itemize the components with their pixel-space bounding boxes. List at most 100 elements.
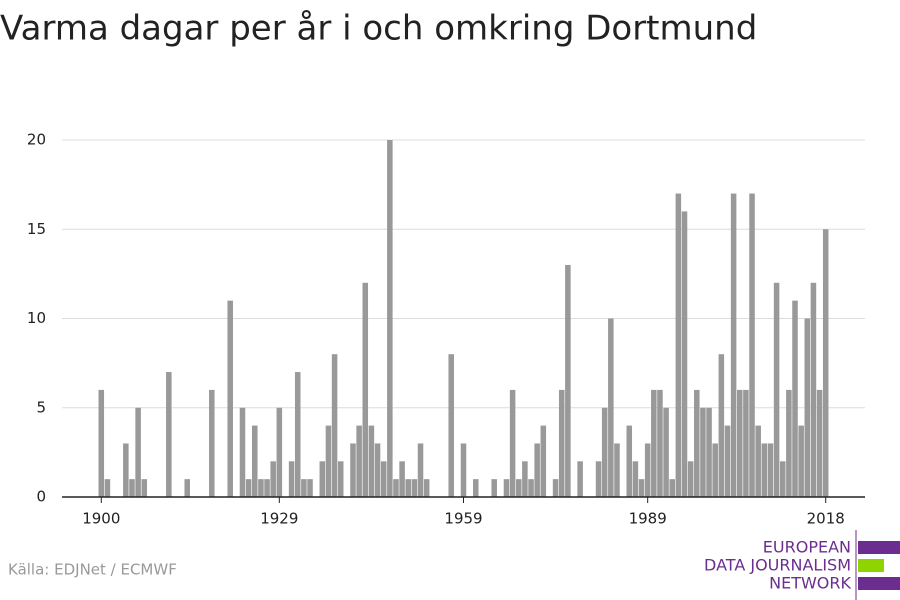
x-tick-label: 1959 [444,510,482,528]
logo-text: DATA JOURNALISM [704,556,851,575]
bar [393,479,399,497]
bar [448,354,454,497]
logo-bar [858,559,884,572]
bar [626,425,633,497]
bar [405,479,412,497]
bar [767,443,774,497]
bar [239,407,246,497]
bar [245,479,252,497]
bar [644,443,651,497]
logo-text: NETWORK [769,574,851,593]
bar [694,389,700,497]
bar [810,282,817,497]
bar [399,461,405,497]
x-tick-label: 1900 [82,510,120,528]
y-tick-label: 5 [36,398,46,416]
bar [804,318,811,497]
bar [565,264,571,497]
logo-bar [858,541,900,554]
bar [276,407,283,497]
bar [675,193,682,498]
bar [822,229,829,497]
bar [307,479,313,497]
bar [460,443,467,497]
bar [252,425,258,497]
bar [380,461,387,497]
bar [515,479,522,497]
bar [552,479,559,497]
bar [651,389,657,497]
bar [534,443,540,497]
bar [779,461,786,497]
bar [331,354,338,497]
bar [337,461,344,497]
bar [522,461,528,497]
bar [350,443,356,497]
bar [749,193,755,498]
bar [730,193,737,498]
y-tick-label: 15 [27,220,46,238]
bar [608,318,614,497]
x-tick-label: 2018 [807,510,845,528]
bar [558,389,565,497]
bar [681,211,688,497]
bar [528,479,534,497]
bar [577,461,583,497]
bar [325,425,332,497]
bar [423,479,430,497]
bar [687,461,694,497]
bar [209,389,215,497]
bar [184,479,191,497]
bar [540,425,547,497]
bar [135,407,141,497]
bar [288,461,295,497]
bar [227,300,233,497]
bar [657,389,663,497]
bar [264,479,270,497]
bar [509,389,516,497]
bar [104,479,111,497]
bar [411,479,418,497]
bar [368,425,375,497]
bar [761,443,768,497]
bar [773,282,780,497]
bar [638,479,645,497]
bar [356,425,362,497]
y-tick-label: 10 [27,309,46,327]
y-tick-label: 0 [36,488,46,506]
x-tick-label: 1989 [629,510,667,528]
bar [270,461,276,497]
bar [792,300,798,497]
bar [473,479,479,497]
bar [724,425,731,497]
bar [755,425,761,497]
bar [736,389,743,497]
bar [98,389,105,497]
bar [387,140,393,497]
bar [123,443,129,497]
bar [786,389,792,497]
bar [595,461,602,497]
bar [798,425,804,497]
bar [743,389,749,497]
bar [816,389,823,497]
source: Källa: EDJNet / ECMWF [8,561,177,579]
bar [663,407,669,497]
bar [301,479,307,497]
y-tick-label: 20 [27,131,46,149]
bar [417,443,424,497]
bar [491,479,497,497]
logo-text: EUROPEAN [763,538,851,557]
bar [129,479,135,497]
bar [632,461,639,497]
bar [706,407,712,497]
bar [374,443,381,497]
chart-title: Varma dagar per år i och omkring Dortmun… [0,9,757,49]
logo-bar [858,577,900,590]
bar [166,372,172,497]
bar [712,443,718,497]
bar [503,479,510,497]
bar [601,407,608,497]
bar [362,282,369,497]
